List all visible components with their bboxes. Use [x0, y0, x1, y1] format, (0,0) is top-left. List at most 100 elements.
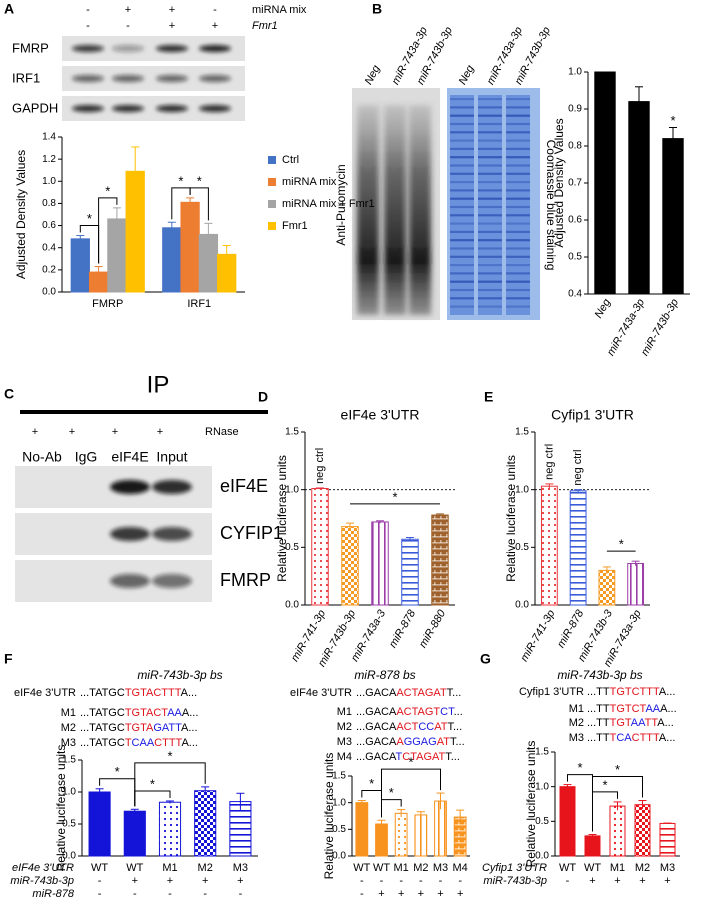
legend-swatch: [268, 222, 276, 230]
condition-mark: +: [398, 888, 404, 900]
sequence-name: Cyfip1 3'UTR: [519, 686, 584, 698]
sequence-name: M3: [61, 737, 76, 749]
bar: [434, 800, 447, 857]
blot-band: [112, 75, 144, 82]
sequence-part: ...TATGC: [80, 737, 125, 749]
blot-band: [112, 45, 144, 52]
blot-band: [152, 480, 192, 494]
stain-band: [450, 114, 474, 117]
significance: *: [408, 755, 413, 770]
sequence-part: TGT: [610, 717, 632, 729]
sequence-part: TGTCTTT: [610, 686, 660, 698]
condition-mark: +: [378, 888, 384, 900]
blot-lane: [384, 105, 406, 315]
condition-mark: -: [399, 875, 403, 887]
condition-mark: +: [418, 888, 424, 900]
sequence: ...TATGCTGTACTAAA...: [80, 707, 198, 719]
sequence-name: M3: [569, 732, 584, 744]
blot-row-label: eIF4E: [220, 476, 268, 496]
stain-band: [450, 98, 474, 101]
panel-label: F: [4, 651, 13, 667]
y-tick-label: 0.5: [515, 542, 529, 553]
significance: *: [197, 173, 202, 188]
condition-mark: -: [239, 888, 243, 900]
sequence-part: TT: [645, 717, 659, 729]
sequence-part: CTTT: [632, 732, 660, 744]
stain-band: [478, 98, 502, 101]
sequence-part: CTTT: [154, 737, 182, 749]
blot-band: [156, 105, 188, 112]
y-tick-label: 1.5: [535, 747, 549, 758]
sequence-part: A...: [181, 722, 198, 734]
stain-band: [450, 106, 474, 109]
stain-band: [506, 197, 530, 200]
sequence-part: A...: [181, 737, 198, 749]
sequence-part: A...: [659, 686, 676, 698]
bar: [540, 485, 558, 606]
condition-mark: -: [168, 888, 172, 900]
sequence-name: M1: [337, 706, 352, 718]
sequence-part: AA: [631, 717, 646, 729]
stain-band: [450, 247, 474, 250]
bar: [394, 812, 408, 857]
lane-label: IgG: [75, 449, 98, 465]
legend-label: miRNA mix: [282, 176, 337, 188]
y-tick-label: 0.2: [42, 264, 56, 275]
stain-band: [506, 181, 530, 184]
sequence-part: CA: [616, 732, 632, 744]
sequence-part: CAA: [132, 737, 155, 749]
sequence: ...TTTGTCTAAA...: [587, 703, 677, 715]
stain-band: [478, 280, 502, 283]
site-title: miR-743b-3p bs: [137, 668, 222, 682]
sequence-part: ...TT: [587, 686, 610, 698]
bar-label: neg ctrl: [543, 444, 555, 480]
y-tick-label: 1.0: [332, 797, 346, 808]
stain-band: [450, 156, 474, 159]
x-tick-label: M2: [413, 862, 428, 874]
blot-side-label: Anti-Puromycin: [334, 164, 348, 245]
stain-band: [478, 197, 502, 200]
stain-band: [478, 114, 502, 117]
blot-band: [152, 527, 192, 541]
significance: *: [577, 760, 582, 775]
sequence-part: A...: [182, 707, 199, 719]
sequence-part: ACTAGAT: [396, 687, 447, 699]
significance-bracket: [134, 762, 206, 807]
stain-band: [450, 297, 474, 300]
blot-band: [72, 45, 104, 52]
stain-band: [506, 214, 530, 217]
bar: [158, 801, 182, 857]
sequence-part: TGTACTTT: [125, 687, 182, 699]
stain-band: [478, 272, 502, 275]
sequence-name: M2: [569, 717, 584, 729]
significance-bracket: [381, 768, 441, 818]
panel-label: D: [258, 389, 268, 405]
blot-band: [72, 105, 104, 112]
sequence-part: A...: [659, 732, 676, 744]
sequence-part: ...GACA: [356, 736, 397, 748]
sequence: ...GACAACTAGATT...: [356, 687, 461, 699]
chart-title: eIF4e 3'UTR: [341, 407, 420, 423]
y-tick-label: 0.5: [285, 542, 299, 553]
sequence-part: ...GACA: [356, 687, 397, 699]
sequence: ...TTTGTAATTA...: [587, 717, 674, 729]
sequence: ...TATGCTGTAGATTA...: [80, 722, 198, 734]
condition-mark: +: [589, 875, 595, 887]
row-label: miR-743b-3p: [483, 875, 547, 887]
sequence: ...TTTCACTTTA...: [587, 732, 675, 744]
sequence-part: T...: [450, 736, 465, 748]
stain-band: [478, 247, 502, 250]
x-tick-label: Neg: [593, 296, 614, 320]
stain-band: [450, 197, 474, 200]
lane-label: eIF4E: [111, 449, 148, 465]
sequence-part: AA: [645, 703, 660, 715]
condition-mark: +: [202, 875, 208, 887]
sequence-name: eIF4e 3'UTR: [14, 687, 76, 699]
sequence-part: ...TATGC: [80, 687, 125, 699]
significance: *: [392, 489, 397, 504]
condition-mark: +: [457, 888, 463, 900]
sequence-part: ...GACA: [356, 751, 397, 763]
stain-band: [478, 156, 502, 159]
bar: [311, 488, 329, 606]
